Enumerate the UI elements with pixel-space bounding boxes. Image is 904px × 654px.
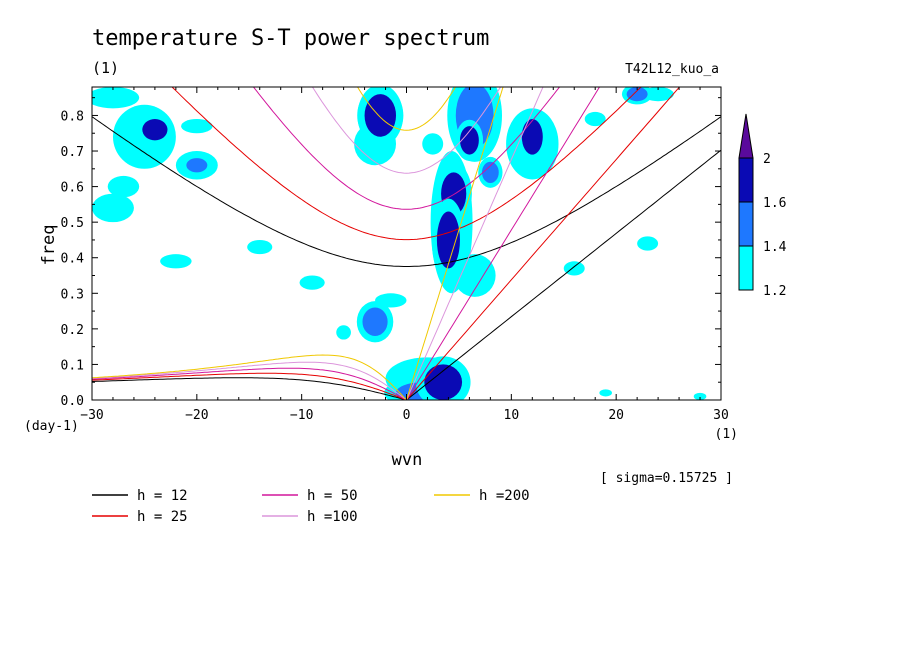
- colorbar-label: 1.2: [763, 284, 786, 299]
- x-tick-label: 20: [608, 408, 624, 423]
- power-contour-blob: [453, 254, 496, 297]
- y-tick-label: 0.7: [61, 145, 84, 160]
- y-tick-label: 0.8: [61, 109, 84, 124]
- gravity-curve-h12: [92, 116, 721, 267]
- y-tick-label: 0.1: [61, 358, 84, 373]
- axes: −30 −20 −10 0 10 20 30 0.0 0.1 0.2 0.3 0.4 0.5 0.6 0.7…: [61, 87, 729, 423]
- chart-title: temperature S-T power spectrum: [92, 26, 489, 51]
- power-contour-blob: [481, 161, 499, 184]
- kelvin-curve-h12: [406, 149, 721, 400]
- legend-label: h = 12: [137, 488, 188, 504]
- power-contour-blob: [336, 325, 351, 340]
- x-tick-label: 10: [504, 408, 520, 423]
- chart-subtitle: (1): [92, 59, 119, 77]
- colorbar-segment: [738, 201, 754, 247]
- power-contour-blob: [160, 254, 192, 269]
- x-tick-label: −10: [290, 408, 313, 423]
- y-tick-label: 0.6: [61, 181, 84, 196]
- legend-label: h =100: [307, 509, 358, 525]
- legend-label: h =200: [479, 488, 530, 504]
- plot-area: [92, 87, 721, 400]
- x-axis-label: wvn: [392, 450, 423, 470]
- power-contour-blob: [299, 275, 325, 290]
- rossby-curve-h25: [92, 372, 407, 400]
- power-contour-blob: [92, 87, 140, 109]
- y-unit-label: (day-1): [24, 419, 79, 434]
- spectral-power-contours: [92, 87, 707, 400]
- x-tick-label: 0: [403, 408, 411, 423]
- rossby-curve-h50: [92, 367, 407, 400]
- colorbar-segment: [738, 245, 754, 291]
- power-contour-blob: [626, 87, 648, 102]
- plot-frame: [91, 86, 722, 401]
- power-contour-blob: [181, 119, 213, 134]
- x-tick-label: 30: [713, 408, 729, 423]
- power-contour-blob: [107, 175, 140, 198]
- power-contour-blob: [599, 389, 612, 397]
- colorbar: 2 1.6 1.4 1.2: [738, 113, 787, 299]
- power-contour-blob: [637, 236, 659, 251]
- x-unit-label: (1): [715, 427, 738, 442]
- kelvin-curve-h100: [406, 87, 544, 400]
- rossby-curve-h200: [92, 354, 407, 400]
- gravity-curve-h100: [311, 87, 502, 174]
- power-contour-blob: [92, 193, 134, 223]
- y-tick-label: 0.2: [61, 323, 84, 338]
- run-label: T42L12_kuo_a: [625, 62, 719, 77]
- x-tick-label: −30: [80, 408, 103, 423]
- y-tick-label: 0.4: [61, 252, 85, 267]
- power-contour-blob: [459, 126, 479, 155]
- y-tick-label: 0.5: [61, 216, 84, 231]
- colorbar-segment: [738, 157, 754, 203]
- y-tick-label: 0.0: [61, 394, 84, 409]
- legend: h = 12 h = 25 h = 50 h =100 h =200: [92, 488, 530, 525]
- power-contour-blob: [693, 392, 707, 400]
- colorbar-label: 1.4: [763, 240, 787, 255]
- power-contour-blob: [563, 261, 585, 276]
- power-contour-blob: [364, 94, 397, 137]
- kelvin-curve-h200: [406, 87, 504, 400]
- power-contour-blob: [424, 364, 463, 400]
- power-contour-blob: [362, 307, 388, 336]
- power-contour-blob: [186, 158, 208, 173]
- power-contour-blob: [521, 119, 543, 155]
- kelvin-curve-h25: [406, 87, 681, 400]
- power-contour-blob: [142, 119, 168, 141]
- power-contour-blob: [584, 111, 606, 127]
- kelvin-curve-h50: [406, 87, 601, 400]
- gravity-curve-h200: [356, 87, 457, 131]
- legend-label: h = 50: [307, 488, 358, 504]
- power-contour-blob: [436, 211, 460, 269]
- sigma-note: [ sigma=0.15725 ]: [600, 471, 733, 486]
- power-contour-blob: [247, 239, 273, 255]
- power-contour-blob: [422, 133, 444, 155]
- colorbar-label: 2: [763, 152, 771, 167]
- y-tick-label: 0.3: [61, 287, 84, 302]
- x-tick-label: −20: [185, 408, 208, 423]
- colorbar-cap: [738, 113, 754, 159]
- y-axis-label: freq: [39, 225, 59, 266]
- legend-label: h = 25: [137, 509, 188, 525]
- rossby-curve-h12: [92, 377, 407, 400]
- gravity-curve-h25: [171, 87, 642, 241]
- rossby-curve-h100: [92, 361, 407, 400]
- colorbar-label: 1.6: [763, 196, 786, 211]
- dispersion-curves: [92, 87, 721, 400]
- gravity-curve-h50: [252, 87, 561, 210]
